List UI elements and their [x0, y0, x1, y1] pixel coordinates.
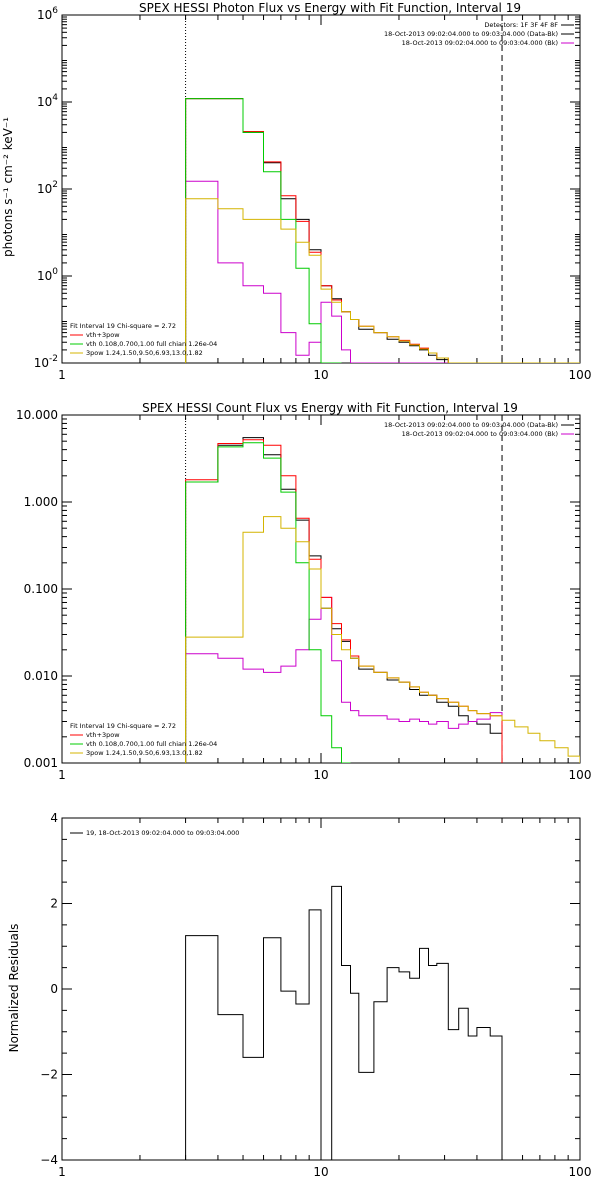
series-group [185, 437, 580, 763]
photon-flux-panel: SPEX HESSI Photon Flux vs Energy with Fi… [1, 1, 591, 382]
y-tick-label: 0.001 [24, 756, 58, 770]
x-tick-label: 10 [313, 768, 328, 782]
count-flux-panel: SPEX HESSI Count Flux vs Energy with Fit… [16, 401, 591, 782]
series-line [185, 596, 503, 763]
series-line [185, 198, 580, 363]
legend-entry: vth 0.108,0.700,1.00 full chian 1.26e-04 [86, 740, 217, 748]
x-tick-label: 100 [569, 368, 592, 382]
y-tick-label: −2 [40, 1068, 58, 1082]
legend-entry: Detectors: 1F 3F 4F 8F [484, 21, 558, 29]
legend-entry: vth+3pow [86, 731, 120, 739]
series-group [185, 98, 580, 363]
series-line [185, 516, 580, 763]
legend-entry: 3pow 1.24,1.50,9.50,6.93,13.0,1.82 [86, 349, 203, 357]
legend-entry: 18-Oct-2013 09:02:04.000 to 09:03:04.000… [384, 30, 558, 38]
y-tick-label: −4 [40, 1153, 58, 1167]
x-tick-label: 100 [569, 768, 592, 782]
y-tick-label: 4 [50, 811, 58, 825]
y-tick-label: 102 [37, 180, 58, 196]
residuals-panel: Normalized Residuals 1 10 100 −4 −2 0 2 4 19, 18… [7, 811, 591, 1179]
legend-entry: vth+3pow [86, 331, 120, 339]
legend-entry: 19, 18-Oct-2013 09:02:04.000 to 09:03:04… [86, 829, 239, 837]
legend-entry: 18-Oct-2013 09:02:04.000 to 09:03:04.000… [402, 39, 558, 47]
legend-entry: Fit Interval 19 Chi-square = 2.72 [70, 722, 176, 730]
photon-flux-title: SPEX HESSI Photon Flux vs Energy with Fi… [139, 1, 521, 15]
series-group [185, 885, 503, 1160]
series-line [185, 98, 342, 363]
y-tick-label: 1.000 [24, 495, 58, 509]
photon-flux-ylabel: photons s⁻¹ cm⁻² keV⁻¹ [1, 117, 15, 257]
y-tick-label: 0.100 [24, 582, 58, 596]
series-line [185, 180, 502, 363]
legend-entry: 18-Oct-2013 09:02:04.000 to 09:03:04.000… [402, 430, 558, 438]
series-line [185, 439, 503, 763]
series-line [185, 98, 502, 363]
x-tick-label: 100 [569, 1165, 592, 1179]
x-tick-label: 10 [313, 368, 328, 382]
legend-entry: 3pow 1.24,1.50,9.50,6.93,13.0,1.82 [86, 749, 203, 757]
y-tick-label: 10-2 [34, 354, 58, 370]
legend-entry: 18-Oct-2013 09:02:04.000 to 09:03:04.000… [384, 421, 558, 429]
residuals-ylabel: Normalized Residuals [7, 924, 21, 1053]
series-line [185, 885, 503, 1160]
x-tick-label: 1 [58, 368, 66, 382]
y-tick-label: 0.010 [24, 669, 58, 683]
x-tick-label: 1 [58, 768, 66, 782]
y-tick-label: 2 [50, 897, 58, 911]
series-line [185, 442, 351, 763]
x-tick-label: 1 [58, 1165, 66, 1179]
x-tick-label: 10 [313, 1165, 328, 1179]
y-tick-label: 0 [50, 982, 58, 996]
series-line [185, 437, 503, 763]
y-tick-label: 106 [37, 6, 58, 22]
legend-entry: Fit Interval 19 Chi-square = 2.72 [70, 322, 176, 330]
y-tick-label: 104 [37, 93, 58, 109]
series-line [185, 98, 502, 363]
count-flux-title: SPEX HESSI Count Flux vs Energy with Fit… [142, 401, 518, 415]
y-tick-label: 10.000 [16, 408, 58, 422]
y-tick-label: 100 [37, 267, 58, 283]
legend-entry: vth 0.108,0.700,1.00 full chian 1.26e-04 [86, 340, 217, 348]
